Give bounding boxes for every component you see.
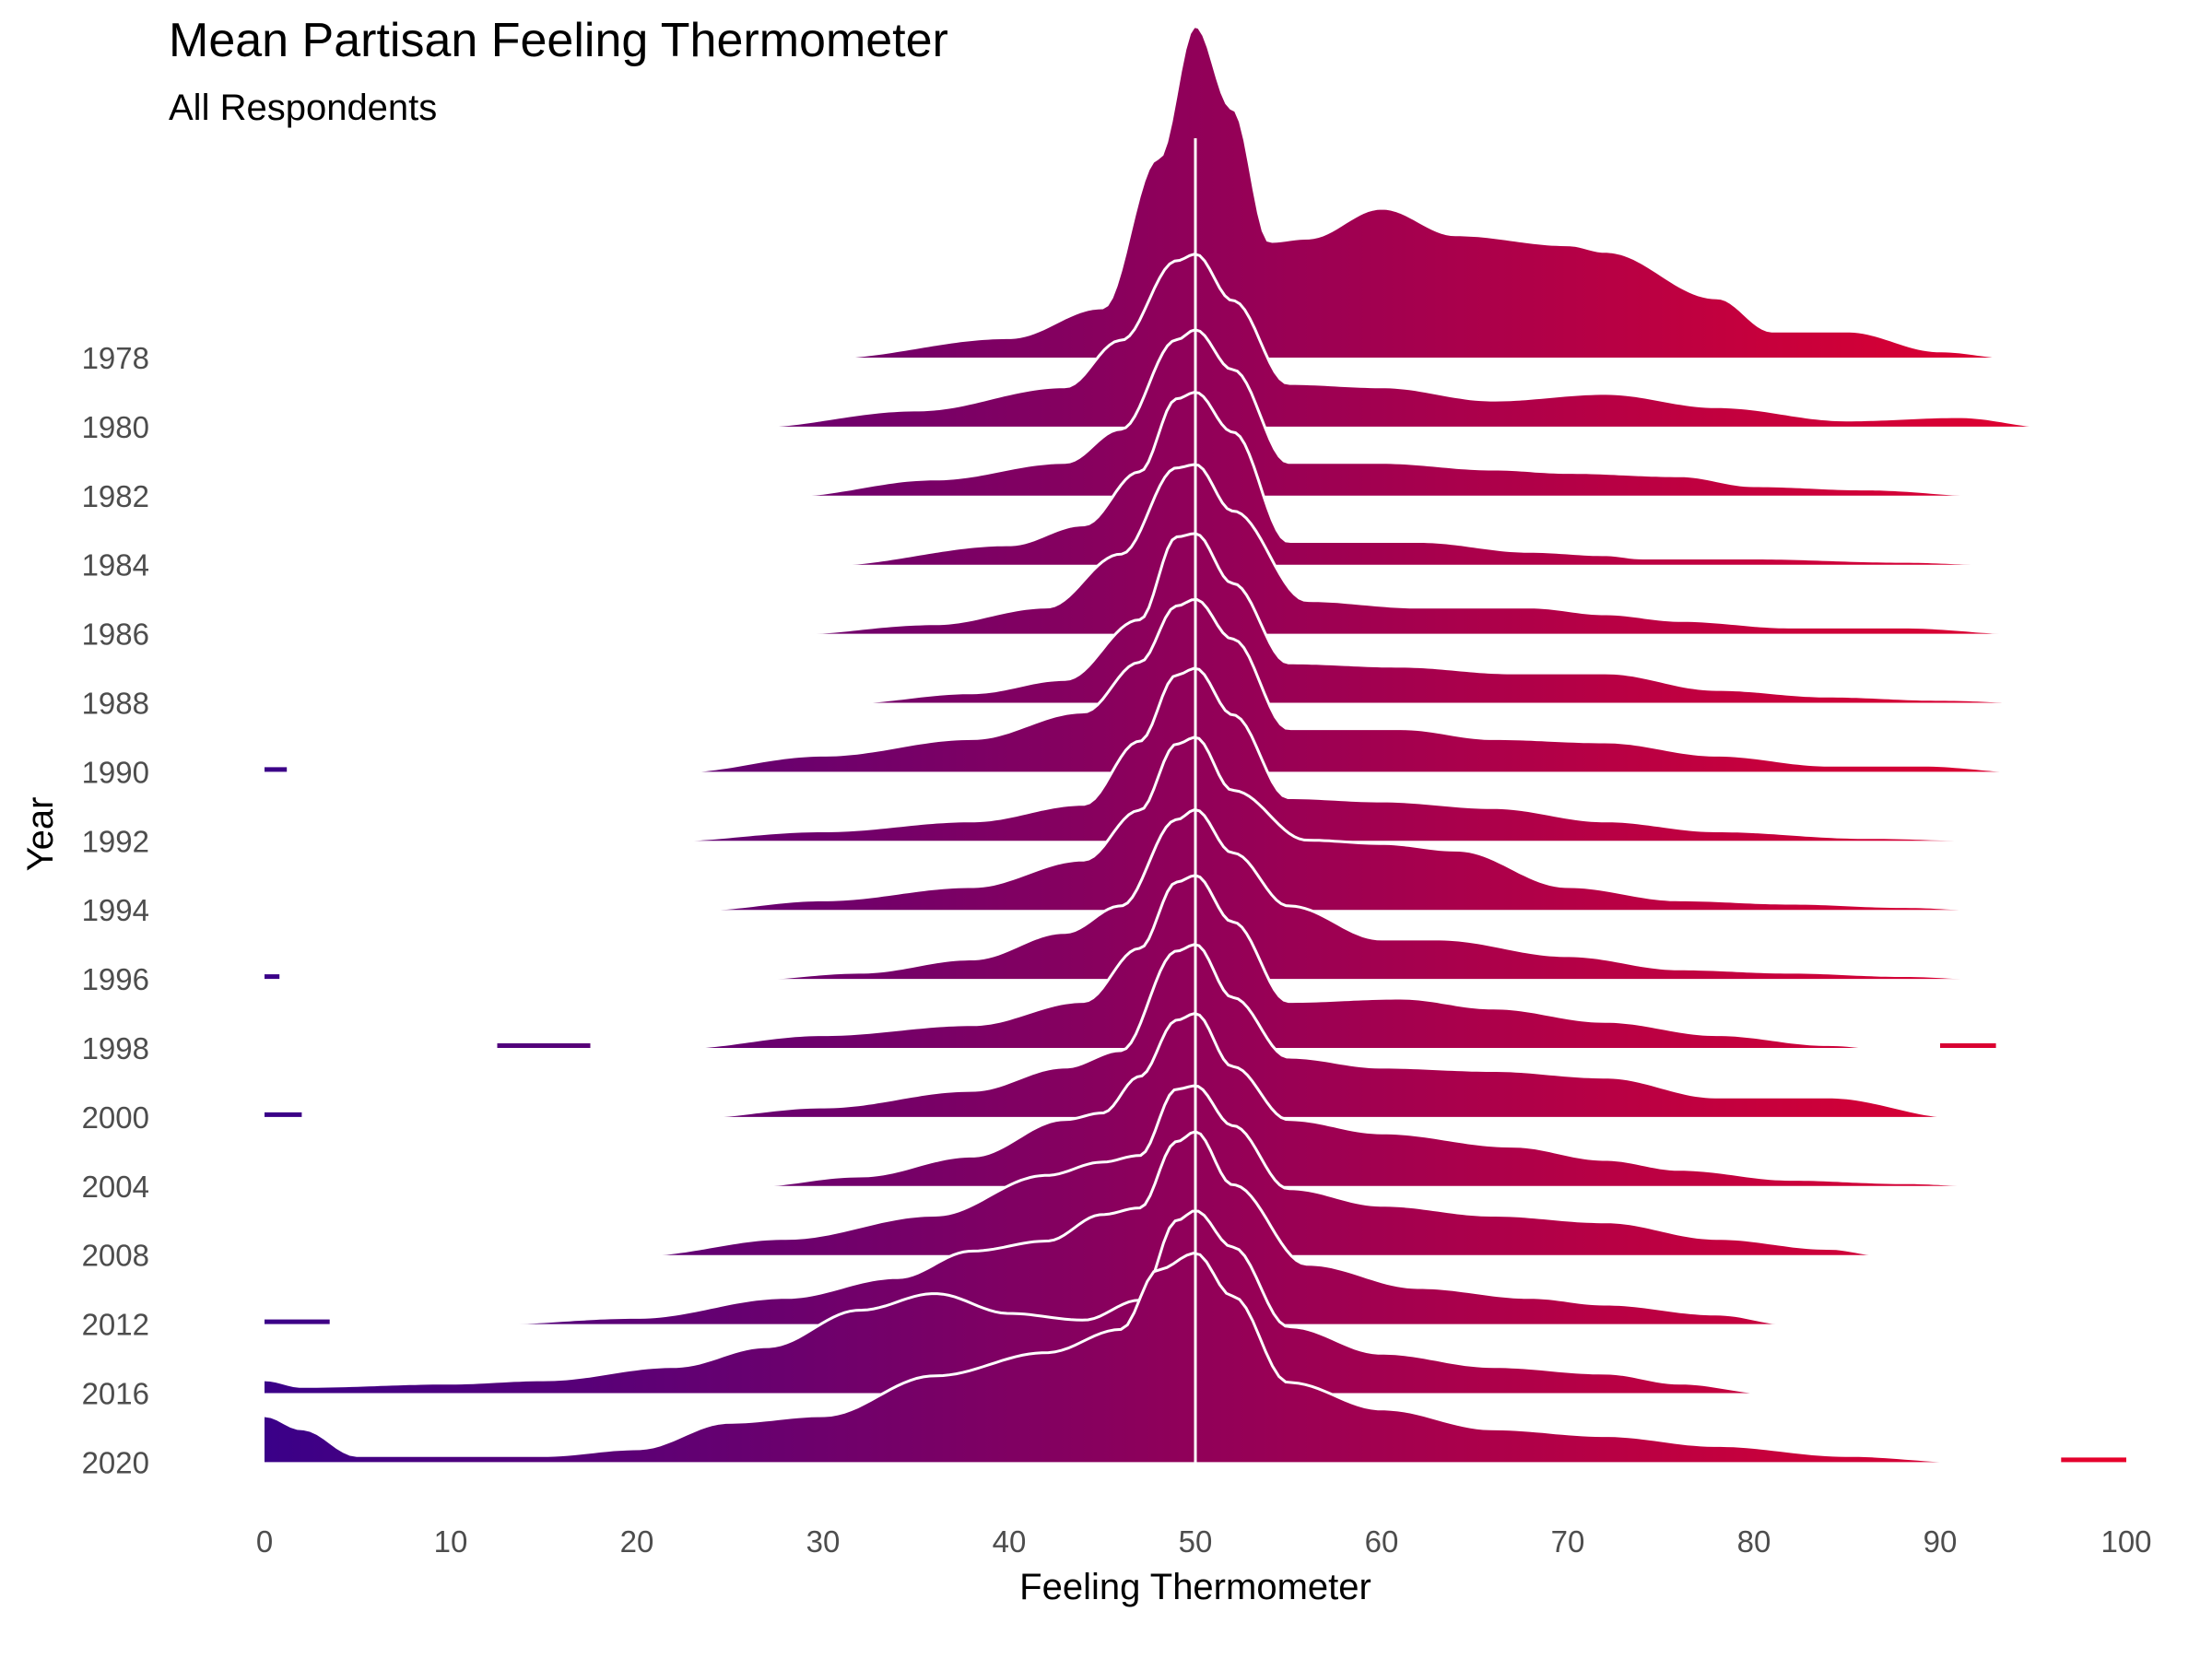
- ridge-2000: [265, 943, 1959, 1119]
- ridge-1986: [785, 463, 2033, 636]
- y-tick-1994: 1994: [82, 893, 149, 927]
- x-tick-50: 50: [1179, 1524, 1213, 1559]
- ridges: [264, 24, 2126, 1465]
- y-tick-1988: 1988: [82, 687, 149, 721]
- ridge-1994: [692, 735, 1996, 912]
- ridge-area-1996: [748, 809, 1996, 980]
- ridge-area-1980: [748, 253, 2053, 427]
- y-tick-2000: 2000: [82, 1100, 149, 1135]
- ridge-outline-2012: [478, 1130, 1792, 1326]
- ridge-area-2008: [637, 1086, 1885, 1255]
- y-tick-1990: 1990: [82, 755, 149, 789]
- ridge-1998: [497, 874, 1996, 1050]
- ridge-fragment-1998-1: [1940, 1043, 1996, 1048]
- y-tick-1998: 1998: [82, 1031, 149, 1065]
- y-tick-2004: 2004: [82, 1170, 149, 1204]
- x-tick-100: 100: [2100, 1524, 2151, 1559]
- ridge-outline-1986: [785, 463, 2033, 636]
- ridge-area-1986: [785, 465, 2033, 634]
- ridge-fragment-2020-0: [2061, 1457, 2126, 1463]
- ridge-fragment-2000-0: [265, 1112, 302, 1117]
- y-tick-2008: 2008: [82, 1239, 149, 1273]
- x-axis-title: Feeling Thermometer: [1019, 1567, 1371, 1607]
- ridge-area-1992: [655, 668, 2015, 841]
- ridge-2012: [265, 1130, 1792, 1326]
- x-tick-40: 40: [993, 1524, 1027, 1559]
- x-tick-0: 0: [256, 1524, 273, 1559]
- x-tick-60: 60: [1365, 1524, 1399, 1559]
- y-tick-2012: 2012: [82, 1308, 149, 1342]
- ridge-outline-1992: [655, 666, 2015, 842]
- ridge-2020: [264, 1252, 2126, 1464]
- ridge-area-2020: [265, 1253, 1978, 1463]
- ridge-fragment-1990-0: [265, 767, 288, 772]
- x-tick-labels: 0 10 20 30 40 50 60 70 80 90 100: [256, 1524, 2152, 1559]
- ridge-outline-2000: [692, 943, 1959, 1119]
- ridge-outline-2004: [748, 1012, 1996, 1188]
- ridge-fragment-1996-0: [265, 974, 280, 980]
- ridge-outline-1990: [674, 597, 2033, 773]
- y-tick-1980: 1980: [82, 410, 149, 444]
- y-tick-1986: 1986: [82, 618, 149, 652]
- x-tick-10: 10: [434, 1524, 468, 1559]
- ridge-area-1984: [823, 392, 2015, 565]
- x-tick-20: 20: [620, 1524, 654, 1559]
- x-tick-30: 30: [806, 1524, 841, 1559]
- chart-subtitle: All Respondents: [169, 88, 437, 128]
- ridge-2004: [748, 1012, 1996, 1188]
- y-tick-1982: 1982: [82, 479, 149, 513]
- ridge-1980: [748, 253, 2053, 429]
- chart-title: Mean Partisan Feeling Thermometer: [169, 14, 948, 67]
- x-tick-90: 90: [1924, 1524, 1958, 1559]
- ridge-1996: [265, 807, 1996, 981]
- ridge-outline-1984: [823, 391, 2015, 567]
- y-tick-1978: 1978: [82, 341, 149, 375]
- ridge-outline-2016: [264, 1209, 1773, 1394]
- ridge-outline-1980: [748, 253, 2053, 429]
- y-axis-title: Year: [20, 797, 61, 872]
- ridge-area-1978: [823, 26, 2015, 359]
- ridge-outline-2008: [637, 1084, 1885, 1257]
- x-tick-80: 80: [1737, 1524, 1771, 1559]
- ridge-1990: [265, 597, 2033, 773]
- y-tick-1984: 1984: [82, 548, 149, 582]
- ridge-area-2012: [478, 1131, 1792, 1324]
- ridge-outline-1998: [674, 874, 1885, 1050]
- y-tick-2020: 2020: [82, 1445, 149, 1479]
- ridge-outline-1994: [692, 735, 1996, 912]
- y-tick-2016: 2016: [82, 1377, 149, 1411]
- ridge-1984: [823, 391, 2015, 567]
- ridge-1978: [823, 24, 2015, 359]
- ridge-outline-2020: [264, 1252, 1978, 1464]
- x-tick-70: 70: [1551, 1524, 1585, 1559]
- ridge-2008: [637, 1084, 1885, 1257]
- ridge-1982: [785, 328, 1996, 498]
- ridge-area-1994: [692, 737, 1996, 911]
- ridge-area-1982: [785, 329, 1996, 496]
- ridge-outline-1978: [823, 24, 2015, 359]
- ridge-fragment-1998-0: [497, 1043, 591, 1048]
- y-tick-1992: 1992: [82, 824, 149, 858]
- ridge-area-1990: [674, 599, 2033, 772]
- ridge-area-2004: [748, 1013, 1996, 1186]
- ridge-1992: [655, 666, 2015, 842]
- y-tick-1996: 1996: [82, 962, 149, 996]
- ridge-area-1998: [674, 875, 1885, 1048]
- ridge-area-2000: [692, 944, 1959, 1117]
- ridge-outline-1988: [841, 532, 2053, 704]
- ridge-outline-1982: [785, 328, 1996, 498]
- ridge-fragment-2012-0: [265, 1319, 330, 1324]
- ridge-outline-1996: [748, 807, 1996, 981]
- y-tick-labels: 1978 1980 1982 1984 1986 1988 1990 1992 1994 1996…: [82, 341, 149, 1479]
